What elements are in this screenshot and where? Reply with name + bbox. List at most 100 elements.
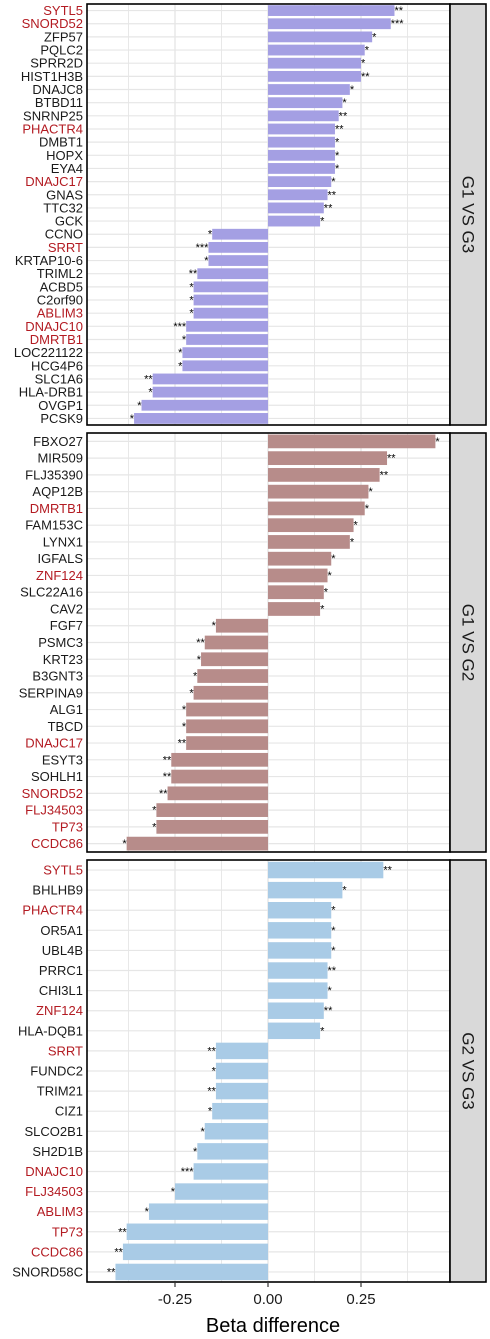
significance-stars: * — [331, 176, 336, 188]
gene-label: SOHLH1 — [31, 769, 83, 784]
bar — [268, 881, 343, 899]
bar — [156, 819, 268, 834]
bar — [215, 1062, 268, 1080]
significance-stars: * — [331, 905, 336, 917]
facet-strip-label: G1 VS G2 — [459, 604, 478, 681]
bar — [152, 373, 268, 385]
significance-stars: ** — [328, 189, 337, 201]
gene-label: DMRTB1 — [30, 501, 83, 516]
gene-label: C2orf90 — [37, 293, 83, 308]
gene-label: DNAJC17 — [25, 736, 83, 751]
significance-stars: * — [328, 985, 333, 997]
significance-stars: * — [331, 925, 336, 937]
gene-label: MIR509 — [37, 451, 83, 466]
gene-label: OR5A1 — [40, 923, 83, 938]
bar — [268, 163, 335, 174]
bar — [201, 652, 268, 667]
significance-stars: * — [152, 821, 157, 833]
gene-label: AQP12B — [32, 484, 83, 499]
gene-label: FLJ34503 — [25, 803, 83, 818]
significance-stars: * — [372, 31, 377, 43]
gene-label: SNRNP25 — [23, 108, 83, 123]
bar — [186, 702, 268, 717]
significance-stars: * — [189, 687, 194, 699]
bar — [193, 281, 268, 293]
bar — [268, 123, 335, 135]
significance-stars: * — [130, 413, 135, 425]
gene-label: SH2D1B — [32, 1144, 83, 1159]
bar — [171, 752, 268, 767]
bar — [197, 268, 268, 280]
significance-stars: * — [335, 163, 340, 175]
gene-label: KRT23 — [43, 652, 83, 667]
gene-label: TRIML2 — [37, 266, 83, 281]
significance-stars: * — [365, 45, 370, 57]
gene-label: SPRR2D — [30, 56, 83, 71]
gene-label: BTBD11 — [35, 95, 83, 110]
bar — [268, 44, 365, 56]
significance-stars: * — [350, 84, 355, 96]
bar — [204, 1123, 268, 1140]
gene-label: CCDC86 — [31, 1244, 83, 1259]
gene-label: FAM153C — [25, 518, 83, 533]
significance-stars: * — [193, 671, 198, 683]
gene-label: DNAJC17 — [25, 174, 83, 189]
bar — [208, 255, 268, 266]
gene-label: DNAJC10 — [25, 1164, 83, 1179]
bar — [268, 602, 321, 616]
gene-label: ESYT3 — [42, 752, 83, 767]
significance-stars: * — [331, 553, 336, 565]
gene-label: BHLHB9 — [32, 883, 83, 898]
gene-label: KRTAP10-6 — [15, 253, 83, 268]
x-axis-title: Beta difference — [206, 1315, 340, 1337]
significance-stars: *** — [391, 18, 405, 30]
panels: **SYTL5***SNORD52*ZFP57*PQLC2*SPRR2D**HI… — [12, 3, 487, 1283]
significance-stars: ** — [383, 865, 392, 877]
gene-label: HOPX — [46, 148, 83, 163]
significance-stars: * — [122, 838, 127, 850]
bar — [156, 803, 268, 817]
bar — [268, 568, 328, 583]
facet-strip — [449, 3, 487, 426]
bar — [186, 736, 268, 750]
bar — [268, 518, 354, 533]
significance-stars: ** — [387, 453, 396, 465]
gene-label: SNORD58C — [12, 1264, 83, 1279]
significance-stars: * — [331, 945, 336, 957]
significance-stars: ** — [380, 469, 389, 481]
x-axis: -0.25 0.00 0.25 — [158, 1282, 376, 1308]
significance-stars: * — [212, 1066, 217, 1078]
significance-stars: * — [324, 587, 329, 599]
gene-label: ZFP57 — [44, 29, 83, 44]
significance-stars: * — [171, 1186, 176, 1198]
significance-stars: ** — [339, 110, 348, 122]
gene-label: ABLIM3 — [37, 306, 83, 321]
significance-stars: * — [189, 281, 194, 293]
significance-stars: * — [320, 1025, 325, 1037]
significance-stars: * — [189, 295, 194, 307]
gene-label: EYA4 — [51, 161, 83, 176]
bar — [204, 635, 268, 650]
significance-stars: * — [182, 334, 187, 346]
gene-label: SLC22A16 — [20, 585, 83, 600]
bar — [182, 347, 268, 359]
significance-stars: * — [335, 137, 340, 149]
bar — [268, 501, 365, 516]
bar — [268, 861, 384, 879]
significance-stars: ** — [324, 202, 333, 214]
gene-label: HIST1H3B — [21, 69, 83, 84]
significance-stars: * — [137, 400, 142, 412]
significance-stars: * — [328, 570, 333, 582]
gene-label: SNORD52 — [22, 786, 83, 801]
significance-stars: * — [365, 503, 370, 515]
gene-label: FBXO27 — [33, 434, 83, 449]
gene-label: PHACTR4 — [22, 903, 83, 918]
bar — [171, 769, 268, 784]
significance-stars: ** — [196, 637, 205, 649]
bar — [197, 669, 268, 683]
significance-stars: ** — [178, 738, 187, 750]
gene-label: PSMC3 — [38, 635, 83, 650]
bar — [115, 1263, 268, 1281]
bar — [268, 97, 343, 109]
gene-label: CCDC86 — [31, 836, 83, 851]
